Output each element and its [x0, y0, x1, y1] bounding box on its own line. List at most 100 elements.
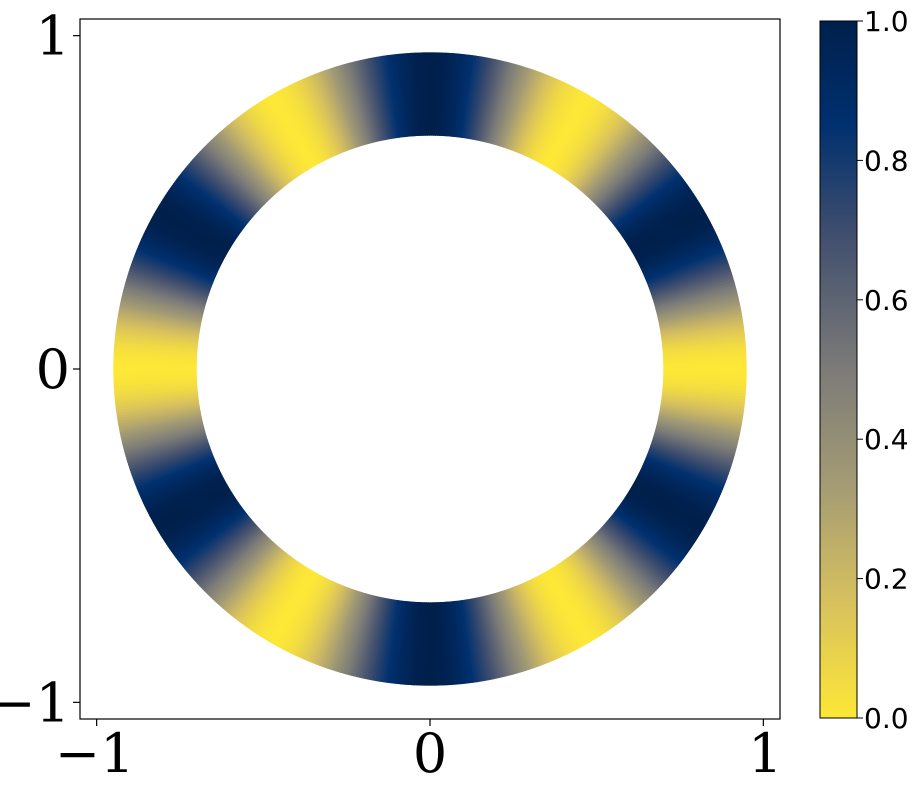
ring-segment	[619, 183, 690, 236]
ring-segment	[181, 169, 249, 225]
ring-segment	[586, 540, 646, 605]
ring-segment	[562, 108, 614, 180]
y-tick-label: 1	[36, 5, 70, 68]
ring-segment	[202, 531, 265, 593]
ring-segment	[604, 521, 671, 579]
ring-segment	[559, 105, 610, 177]
ring-segment	[154, 208, 229, 254]
ring-segment	[238, 114, 292, 184]
ring-segment	[200, 529, 264, 591]
ring-segment	[625, 195, 698, 244]
ring-segment	[230, 550, 286, 618]
ring-segment	[594, 143, 656, 206]
ring-segment	[663, 367, 747, 372]
ring-segment	[204, 532, 266, 595]
ring-segment	[168, 187, 239, 238]
ring-segment	[192, 523, 258, 583]
ring-segment	[293, 579, 333, 657]
ring-segment	[587, 538, 648, 603]
ring-segment	[630, 486, 704, 533]
ring-segment	[618, 181, 688, 234]
ring-segment	[182, 167, 250, 224]
ring-segment	[610, 168, 678, 224]
ring-segment	[171, 182, 242, 235]
ring-segment	[615, 508, 684, 562]
ring-segment	[620, 186, 691, 237]
ring-segment	[172, 504, 242, 557]
ring-segment	[622, 190, 695, 241]
ring-segment	[598, 149, 662, 210]
ring-segment	[166, 189, 238, 240]
ring-segment	[150, 215, 226, 259]
ring-segment	[218, 542, 277, 608]
ring-segment	[636, 473, 713, 516]
ring-segment	[605, 160, 671, 218]
ring-segment	[623, 192, 696, 242]
ring-segment	[184, 165, 252, 222]
ring-segment	[590, 535, 652, 599]
ring-segment	[149, 217, 225, 261]
ring-segment	[214, 539, 274, 604]
ring-segment	[220, 543, 278, 610]
ring-segment	[538, 88, 582, 164]
ring-segment	[543, 92, 589, 167]
ring-segment	[188, 161, 254, 219]
x-tick-label: 0	[413, 722, 447, 785]
ring-segment	[276, 573, 320, 649]
ring-segment	[602, 155, 668, 215]
ring-segment	[568, 554, 622, 624]
ring-segment	[142, 232, 220, 272]
ring-segment	[637, 472, 715, 513]
ring-segment	[615, 177, 685, 231]
y-tick-label: 0	[36, 338, 70, 401]
ring-segment	[622, 498, 694, 549]
ring-segment	[291, 578, 331, 656]
ring-segment	[246, 558, 298, 630]
ring-segment	[563, 558, 616, 629]
ring-segment	[561, 107, 612, 178]
ring-segment	[226, 547, 283, 615]
ring-segment	[186, 163, 253, 220]
ring-segment	[212, 135, 273, 200]
ring-segment	[618, 503, 689, 556]
ring-segment	[153, 210, 228, 256]
ring-segment	[583, 542, 642, 608]
ring-segment	[549, 96, 596, 171]
ring-segment	[638, 470, 716, 511]
ring-segment	[169, 185, 241, 237]
ring-segment	[578, 546, 635, 614]
ring-segment	[581, 544, 639, 610]
colorbar-ticks: 0.0 0.2 0.4 0.6 0.8 1.0	[857, 5, 909, 735]
x-axis-ticks: −1 0 1	[55, 719, 783, 785]
ring-segment	[235, 116, 290, 185]
ring-segment	[224, 546, 281, 613]
ring-segment	[259, 565, 308, 639]
ring-segment	[159, 201, 233, 249]
ring-segment	[631, 484, 706, 530]
ring-segment	[569, 115, 623, 184]
ring-segment	[565, 557, 618, 627]
ring-segment	[247, 108, 298, 179]
ring-segment	[231, 119, 287, 188]
y-tick-label: −1	[0, 671, 70, 734]
ring-segment	[228, 549, 285, 617]
ring-segment	[582, 128, 640, 195]
ring-segment	[552, 99, 601, 173]
ring-segment	[628, 488, 703, 535]
ring-segment	[613, 172, 682, 227]
ring-segment	[271, 571, 317, 646]
ring-segment	[296, 580, 335, 658]
ring-segment	[621, 500, 692, 551]
ring-segment	[141, 235, 219, 274]
ring-segment	[572, 118, 628, 187]
ring-segment	[570, 553, 625, 622]
ring-segment	[588, 136, 648, 200]
ring-segment	[603, 522, 669, 581]
ring-segment	[529, 82, 569, 160]
ring-segment	[175, 507, 245, 561]
ring-segment	[545, 93, 591, 168]
ring-segment	[274, 572, 318, 647]
ring-segment	[201, 147, 264, 208]
ring-segment	[242, 111, 295, 181]
ring-segment	[603, 157, 669, 216]
